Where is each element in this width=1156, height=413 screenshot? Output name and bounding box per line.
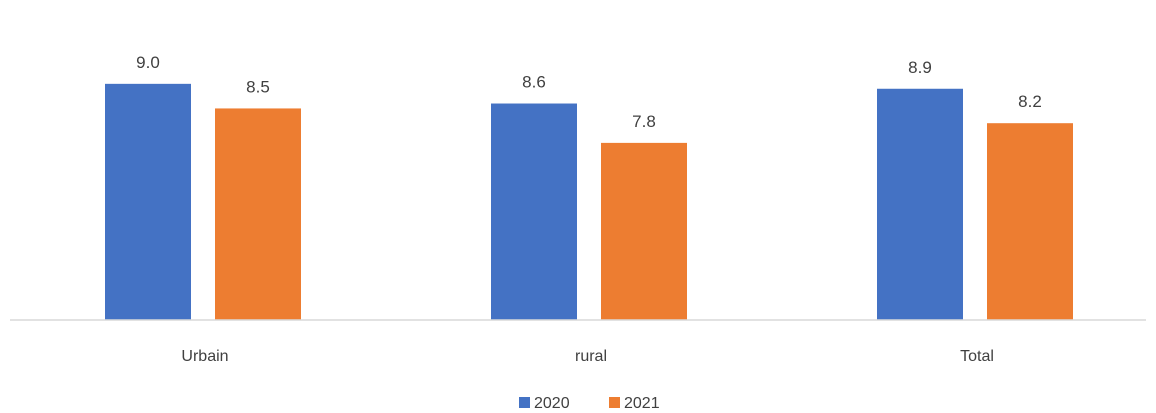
- bar-total-2020: [877, 88, 963, 320]
- legend-label-2020: 2020: [534, 395, 570, 412]
- value-labels-layer: 9.0 8.5 8.6 7.8 8.9 8.2: [136, 53, 1042, 131]
- category-label-total: Total: [960, 348, 994, 365]
- legend-swatch-2020: [519, 397, 530, 408]
- bar-urbain-2021: [215, 108, 301, 320]
- category-label-rural: rural: [575, 348, 607, 365]
- category-label-urbain: Urbain: [181, 348, 228, 365]
- bar-rural-2021: [601, 142, 687, 320]
- legend-swatch-2021: [609, 397, 620, 408]
- bars-layer: [105, 83, 1073, 321]
- bar-urbain-2020: [105, 83, 191, 320]
- bar-rural-2020: [491, 103, 577, 321]
- value-label-total-2020: 8.9: [908, 58, 932, 77]
- bar-total-2021: [987, 123, 1073, 320]
- value-label-rural-2021: 7.8: [632, 112, 656, 131]
- legend: 2020 2021: [519, 395, 660, 412]
- value-label-urbain-2020: 9.0: [136, 53, 160, 72]
- value-label-rural-2020: 8.6: [522, 73, 546, 92]
- legend-label-2021: 2021: [624, 395, 660, 412]
- value-label-urbain-2021: 8.5: [246, 77, 270, 96]
- category-labels-layer: Urbain rural Total: [181, 348, 993, 365]
- value-label-total-2021: 8.2: [1018, 92, 1042, 111]
